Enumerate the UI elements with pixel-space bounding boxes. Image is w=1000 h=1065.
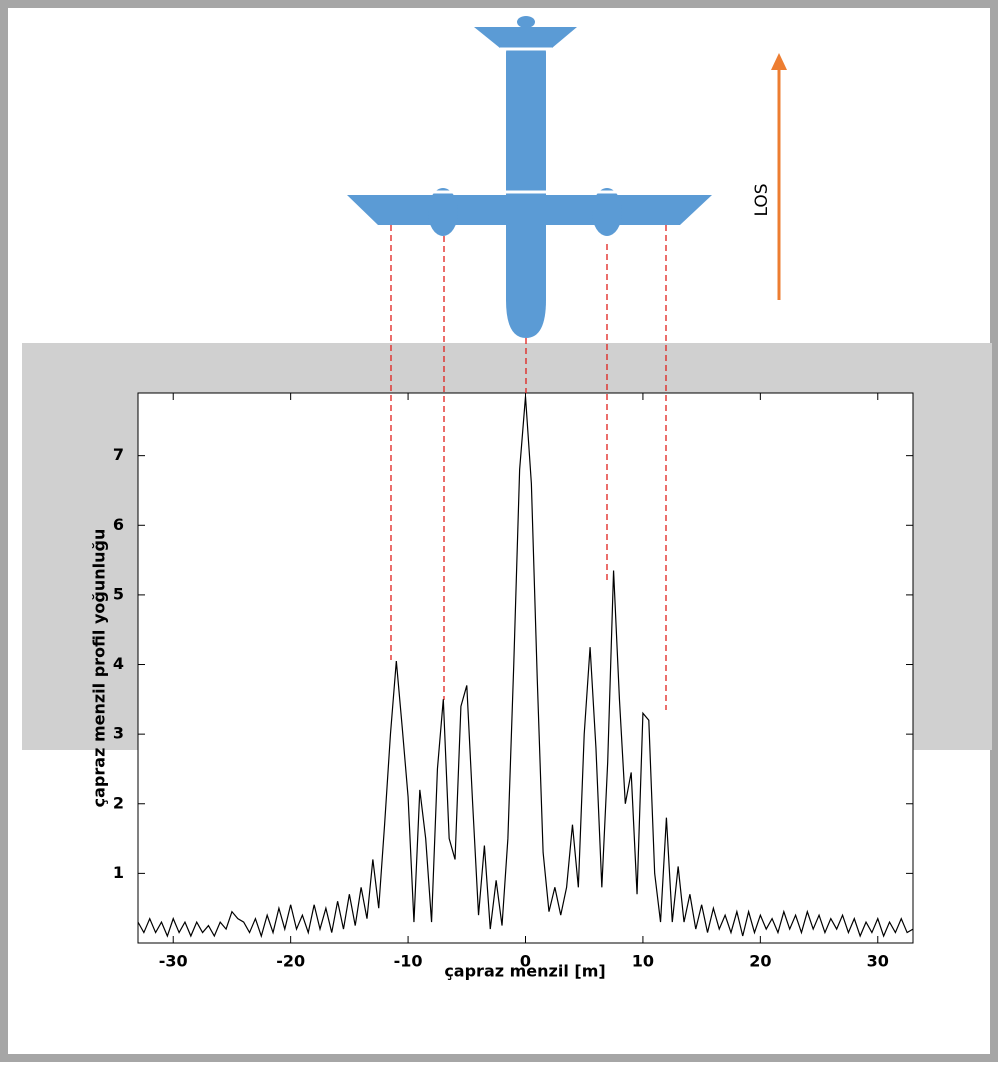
x-tick-label: 20 xyxy=(749,952,771,971)
aircraft xyxy=(345,16,714,338)
wing xyxy=(347,195,712,225)
x-tick-label: -30 xyxy=(159,952,188,971)
engine xyxy=(428,188,458,236)
x-tick-label: 0 xyxy=(520,952,531,971)
guides xyxy=(390,225,667,710)
y-tick-label: 3 xyxy=(113,724,124,743)
y-axis-label: çapraz menzil profil yoğunluğu xyxy=(90,529,109,808)
x-tick-label: 30 xyxy=(867,952,889,971)
y-tick-label: 6 xyxy=(113,515,124,534)
los-label: LOS xyxy=(752,183,772,216)
x-tick-label: 10 xyxy=(632,952,654,971)
profile-line xyxy=(137,396,914,939)
y-tick-label: 5 xyxy=(113,584,124,603)
los-arrowhead xyxy=(771,53,787,70)
x-tick-label: -20 xyxy=(276,952,305,971)
x-axis-label: çapraz menzil [m] xyxy=(444,962,605,981)
x-tick-label: -10 xyxy=(394,952,423,971)
y-tick-label: 1 xyxy=(113,863,124,882)
plot-area xyxy=(137,392,914,944)
y-tick-label: 7 xyxy=(113,445,124,464)
y-tick-label: 4 xyxy=(113,654,124,673)
engine xyxy=(592,188,622,236)
tail-tip xyxy=(517,16,535,28)
tail xyxy=(474,27,577,48)
y-tick-label: 2 xyxy=(113,793,124,812)
